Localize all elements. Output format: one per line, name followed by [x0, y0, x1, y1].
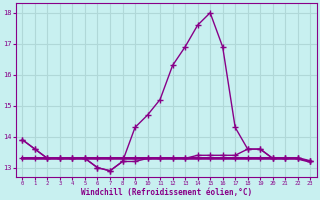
X-axis label: Windchill (Refroidissement éolien,°C): Windchill (Refroidissement éolien,°C): [81, 188, 252, 197]
